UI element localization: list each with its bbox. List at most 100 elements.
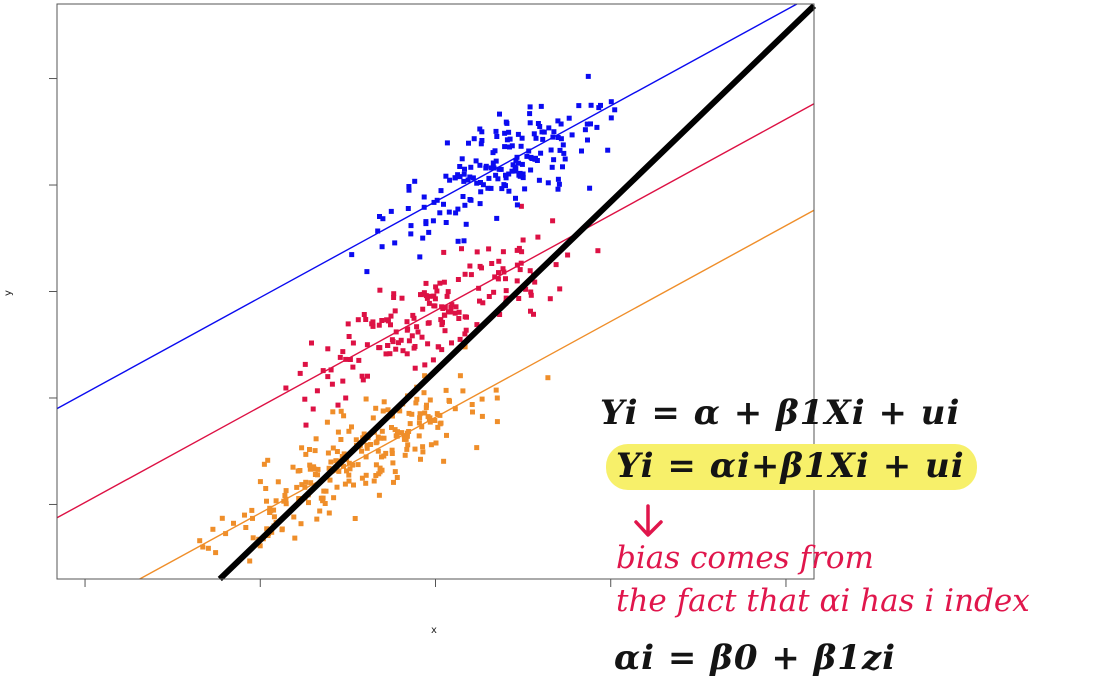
blue-point [377,214,382,219]
blue-point [443,173,449,179]
orange-point [308,480,314,486]
blue-point [437,210,443,216]
blue-point [556,181,562,187]
blue-point [515,131,521,137]
blue-point [478,189,484,195]
blue-point [512,168,518,174]
blue-point [503,183,508,189]
red-point [370,319,376,325]
red-point [400,348,406,354]
equation-pooled-model: Yi = α + β1Xi + ui [600,393,961,433]
orange-point [307,447,312,452]
y-axis-label: y [3,290,14,296]
orange-point [346,460,352,466]
red-point [363,317,369,322]
orange-point [443,387,449,393]
red-point [419,334,425,340]
blue-point [477,126,483,132]
orange-point [363,472,369,478]
blue-point [517,173,523,179]
red-point [426,300,432,306]
orange-point [394,433,400,439]
red-point [337,354,343,360]
blue-point [430,218,436,224]
blue-point [375,228,381,234]
orange-point [418,456,423,462]
blue-point [538,103,544,109]
red-point [439,347,445,353]
red-point [527,268,533,274]
red-point [406,338,412,344]
red-point [528,292,534,298]
orange-point [389,425,394,430]
orange-point [373,405,379,411]
red-point [345,321,351,327]
pooled-fit-line [217,3,817,582]
blue-point [460,194,466,199]
blue-point [483,163,489,169]
blue-point [412,178,418,184]
red-point [532,279,538,285]
blue-point [555,186,561,192]
blue-point [503,175,509,181]
blue-point [503,119,509,125]
orange-point [462,344,468,350]
orange-point [545,375,551,381]
orange-point [479,413,485,419]
orange-point [197,538,203,544]
blue-point [509,168,515,174]
blue-point [502,130,508,136]
orange-point [416,433,422,439]
red-point [457,336,463,342]
red-point [528,308,533,314]
red-point [516,296,522,301]
blue-point [446,209,452,215]
orange-point [335,458,341,464]
red-point [565,252,571,258]
blue-point [420,235,426,241]
red-point [370,323,376,329]
blue-point [539,129,545,135]
red-point [491,289,497,295]
blue-point [576,103,582,109]
blue-point [493,172,499,178]
red-point [310,406,316,412]
blue-point [465,177,471,183]
blue-point [528,167,534,173]
orange-point [405,442,411,448]
blue-point [555,176,561,182]
orange-point [381,399,387,405]
orange-point [383,450,389,456]
blue-point [457,164,463,169]
orange-point [424,402,429,408]
blue-point [471,136,477,142]
blue-point [466,140,471,146]
blue-point [461,178,467,184]
orange-point [307,466,313,472]
down-arrow-icon [634,504,663,537]
blue-point [478,141,484,147]
red-point [441,249,447,255]
orange-point [326,510,332,516]
red-point [437,280,443,286]
orange-point [363,454,369,460]
blue-point [509,143,515,149]
blue-point [537,124,543,129]
orange-point [368,442,374,447]
red-point [404,351,410,357]
regression-lines [56,3,817,582]
orange-point [409,411,415,417]
red-point [442,304,448,310]
orange-point [404,446,410,452]
fit-line-red [56,103,815,519]
blue-point [477,162,483,168]
red-point [479,265,484,271]
red-point [360,377,366,383]
orange-point [263,486,269,491]
red-point [547,296,553,302]
orange-point [324,419,330,425]
blue-point [474,180,480,186]
blue-point [503,172,508,178]
red-point [514,278,520,284]
orange-point [446,397,452,403]
